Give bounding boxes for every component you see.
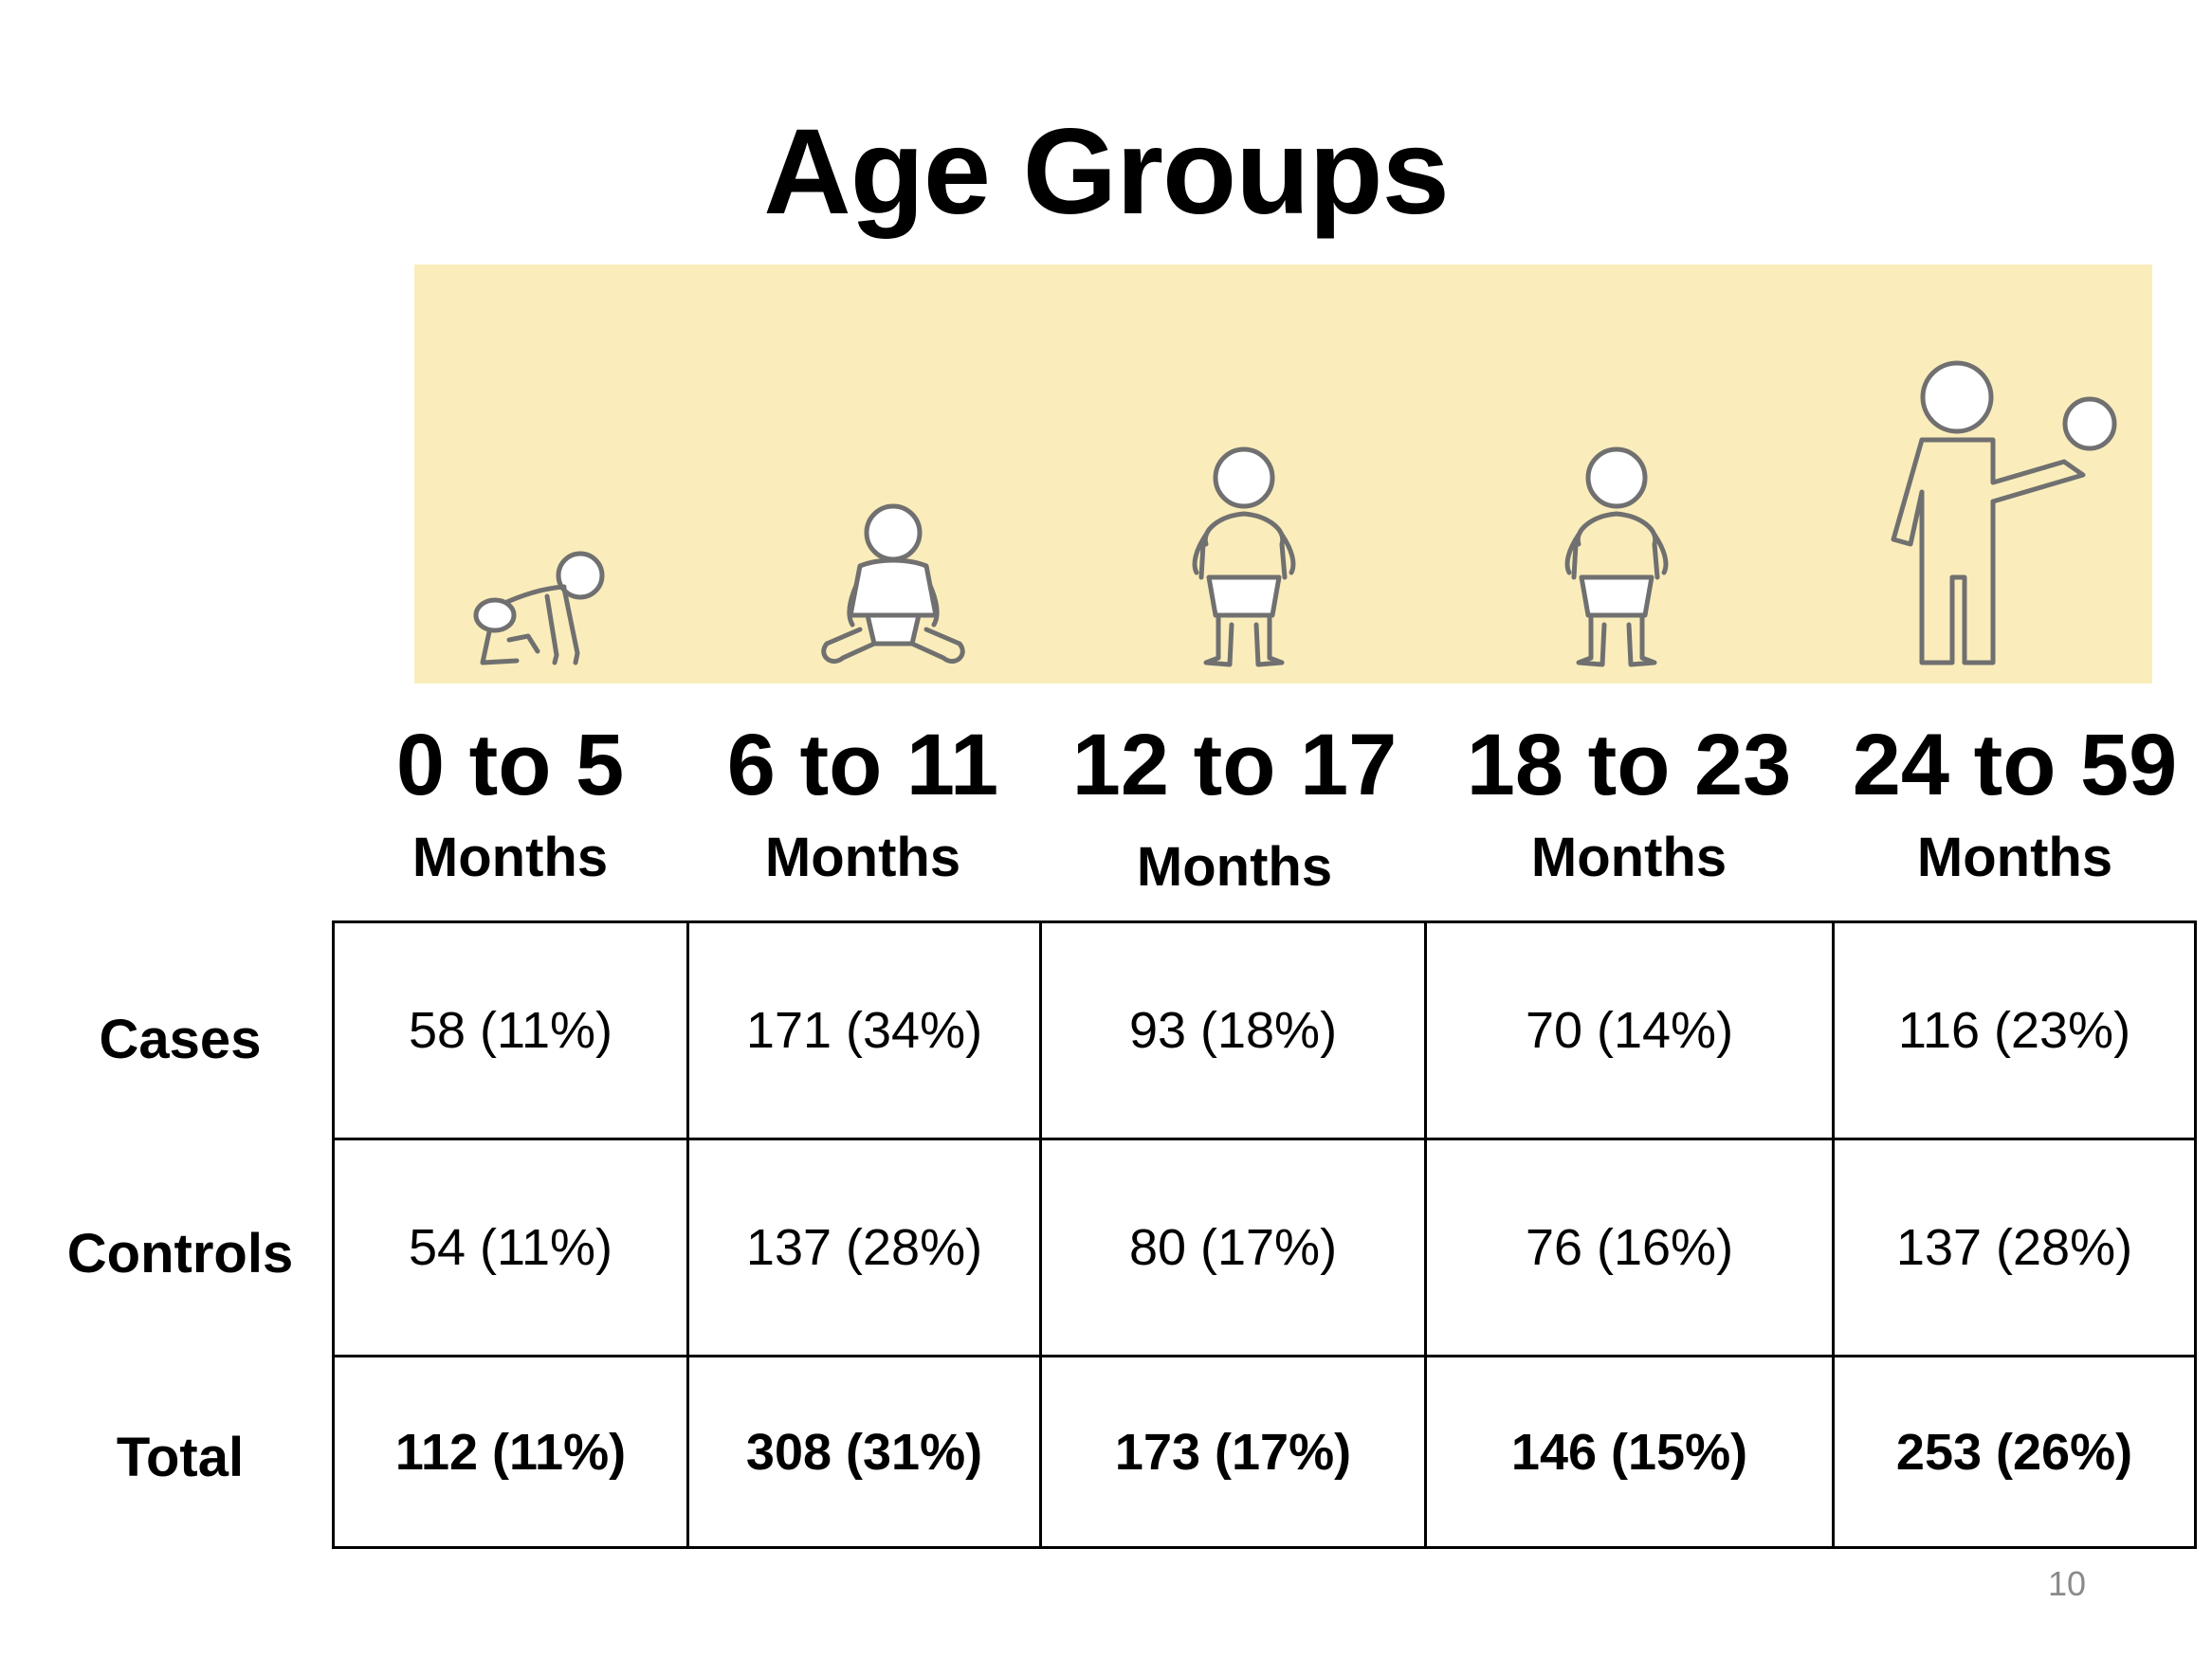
standing-toddler-icon [1192, 446, 1296, 667]
table-cell: 173 (17%) [1039, 1355, 1427, 1549]
table-cell: 116 (23%) [1832, 920, 2197, 1140]
table-cell: 146 (15%) [1424, 1355, 1835, 1549]
table-cell: 171 (34%) [686, 920, 1042, 1140]
row-label-controls: Controls [66, 1223, 294, 1284]
table-row-controls: 54 (11%) 137 (28%) 80 (17%) 76 (16%) 137… [332, 1138, 2197, 1357]
table-cell: 93 (18%) [1039, 920, 1427, 1140]
age-group-table: 58 (11%) 171 (34%) 93 (18%) 70 (14%) 116… [332, 920, 2197, 1549]
table-cell: 54 (11%) [332, 1138, 689, 1357]
table-row-total: 112 (11%) 308 (31%) 173 (17%) 146 (15%) … [332, 1355, 2197, 1549]
table-cell: 80 (17%) [1039, 1138, 1427, 1357]
table-cell: 112 (11%) [332, 1355, 689, 1549]
table-cell: 308 (31%) [686, 1355, 1042, 1549]
age-group-unit: Months [1530, 827, 1728, 888]
age-group-unit: Months [411, 827, 609, 888]
crawling-baby-icon [473, 551, 605, 665]
age-group-range: 6 to 11 [726, 717, 999, 813]
table-cell: 137 (28%) [1832, 1138, 2197, 1357]
age-group-range: 24 to 59 [1852, 717, 2178, 813]
page-number: 10 [2047, 1564, 2087, 1603]
age-group-range: 12 to 17 [1071, 717, 1398, 813]
row-label-total: Total [116, 1427, 245, 1488]
table-cell: 58 (11%) [332, 920, 689, 1140]
table-cell: 70 (14%) [1424, 920, 1835, 1140]
age-illustration-banner [414, 264, 2152, 683]
standing-toddler-icon [1564, 446, 1669, 667]
table-row-cases: 58 (11%) 171 (34%) 93 (18%) 70 (14%) 116… [332, 920, 2197, 1140]
age-group-range: 0 to 5 [395, 717, 625, 813]
age-group-unit: Months [764, 827, 961, 888]
age-group-range: 18 to 23 [1466, 717, 1792, 813]
sitting-baby-icon [821, 503, 965, 665]
table-cell: 253 (26%) [1832, 1355, 2197, 1549]
table-cell: 137 (28%) [686, 1138, 1042, 1357]
page-title: Age Groups [763, 104, 1450, 240]
age-group-unit: Months [1136, 836, 1333, 898]
child-with-ball-icon [1891, 360, 2117, 665]
age-group-unit: Months [1916, 827, 2113, 888]
table-cell: 76 (16%) [1424, 1138, 1835, 1357]
row-label-cases: Cases [99, 1009, 262, 1070]
